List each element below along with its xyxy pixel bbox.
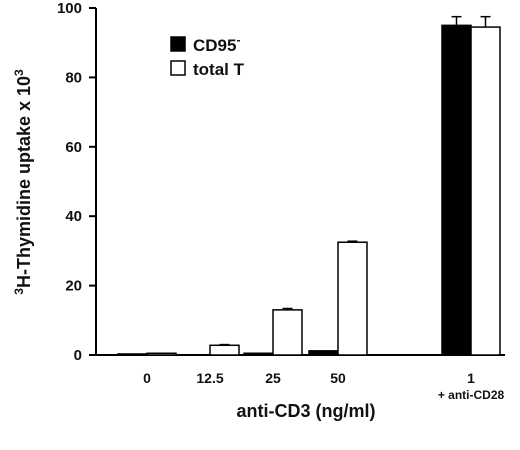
x-tick-label: 50 [330, 370, 346, 386]
bar-cd95 [308, 350, 339, 356]
bar-cd95 [441, 24, 472, 356]
x-tick-label: 12.5 [196, 370, 223, 386]
y-tick-label: 20 [65, 278, 82, 295]
bar-total-t [146, 352, 177, 356]
y-axis-title-prefix-superscript: 3 [12, 288, 26, 295]
legend-swatch-total-t [170, 60, 186, 76]
bar-cd95 [117, 353, 148, 356]
bar-total-t [470, 26, 501, 356]
bar-cd95 [243, 352, 274, 356]
legend-swatch-cd95 [170, 36, 186, 52]
y-tick-label: 60 [65, 139, 82, 156]
x-axis-title: anti-CD3 (ng/ml) [237, 401, 376, 421]
x-axis-tick-labels: 0 12.5 25 50 1 + anti-CD28 [143, 370, 504, 402]
legend-label-total-t: total T [193, 60, 245, 79]
y-axis-ticks: 0 20 40 60 80 100 [57, 0, 96, 364]
bar-total-t [272, 309, 303, 356]
legend-label-cd95-superscript: - [236, 33, 240, 47]
x-tick-label: 1 [467, 370, 475, 386]
y-tick-label: 40 [65, 208, 82, 225]
x-tick-sublabel: + anti-CD28 [438, 388, 505, 402]
y-tick-label: 80 [65, 69, 82, 86]
x-tick-label: 0 [143, 370, 151, 386]
y-axis-title: 3H-Thymidine uptake x 103 [12, 69, 34, 295]
y-axis-title-exponent-superscript: 3 [12, 69, 26, 76]
bars [117, 15, 501, 356]
bar-total-t [209, 344, 240, 356]
bar-total-t [337, 241, 368, 356]
x-tick-label: 25 [265, 370, 281, 386]
legend-label-cd95-text: CD95 [193, 36, 236, 55]
legend: CD95- total T [170, 33, 245, 79]
y-tick-label: 0 [74, 347, 82, 364]
y-axis-title-main: H-Thymidine uptake x 10 [14, 76, 34, 288]
y-tick-label: 100 [57, 0, 82, 17]
legend-label-cd95: CD95- [193, 33, 240, 55]
